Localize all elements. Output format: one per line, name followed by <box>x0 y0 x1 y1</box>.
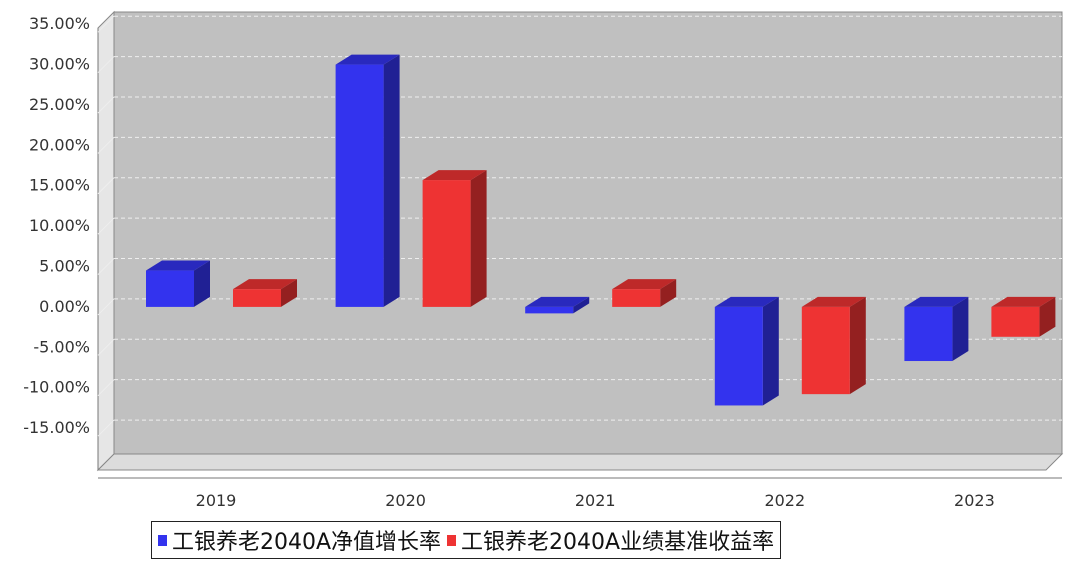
bar-side <box>660 279 677 307</box>
bar-benchmark-2019 <box>233 279 297 307</box>
bar-front <box>335 64 384 307</box>
x-tick-label: 2022 <box>764 491 805 510</box>
bar-front <box>525 306 574 314</box>
bar-side <box>1039 296 1056 337</box>
y-tick-label: -5.00% <box>33 337 90 356</box>
legend-swatch-series-2 <box>447 534 457 546</box>
bar-top <box>422 170 487 181</box>
bar-benchmark-2023 <box>991 296 1056 337</box>
plot-left-wall <box>97 10 115 472</box>
bar-front <box>146 270 194 307</box>
bar-benchmark-2021 <box>612 279 677 307</box>
bar-side <box>470 170 487 307</box>
gridline-side <box>97 419 115 437</box>
y-tick-label: 15.00% <box>29 176 90 195</box>
x-tick-label: 2023 <box>954 491 995 510</box>
gridline-side <box>97 379 115 397</box>
bar-top <box>991 296 1056 307</box>
legend-item-series-2: 工银养老2040A业绩基准收益率 <box>447 524 774 556</box>
bar-side <box>194 260 210 307</box>
gridline-side <box>97 217 115 235</box>
legend-label-series-2: 工银养老2040A业绩基准收益率 <box>461 530 775 555</box>
bar-front <box>233 289 281 307</box>
bar-front <box>801 306 850 395</box>
bar-nav-2019 <box>146 260 210 307</box>
plot-back-wall <box>113 11 1063 455</box>
bar-nav-2021 <box>525 296 590 314</box>
bar-benchmark-2022 <box>801 296 866 395</box>
y-tick-label: 35.00% <box>29 14 90 33</box>
bar-top <box>146 260 210 271</box>
bar-side <box>383 54 400 307</box>
y-tick-label: 30.00% <box>29 55 90 74</box>
bar-nav-2023 <box>904 296 969 362</box>
gridline-side <box>97 56 115 73</box>
bar-front <box>714 306 763 406</box>
y-tick-label: 5.00% <box>39 257 90 276</box>
gridline-side <box>97 298 115 316</box>
bar-chart: 35.00% 30.00% 25.00% 20.00% 15.00% 10.00% 5.00… <box>23 10 1064 510</box>
bar-top <box>335 54 400 65</box>
x-tick-label: 2021 <box>575 491 616 510</box>
gridline-side <box>97 15 115 33</box>
legend-label-series-1: 工银养老2040A净值增长率 <box>172 530 442 555</box>
gridline-side <box>97 338 115 356</box>
legend-item-series-1: 工银养老2040A净值增长率 <box>158 524 441 556</box>
bar-front <box>422 180 471 307</box>
y-tick-label: -10.00% <box>23 378 90 397</box>
x-tick-label: 2020 <box>385 491 426 510</box>
bar-top <box>525 296 590 307</box>
y-tick-label: 10.00% <box>29 216 90 235</box>
x-tick-label: 2019 <box>196 491 237 510</box>
bar-top <box>714 296 779 307</box>
bar-side <box>281 279 297 307</box>
bar-top <box>801 296 866 307</box>
bar-side <box>573 296 590 314</box>
gridline-side <box>97 258 115 275</box>
gridline-side <box>97 137 115 154</box>
bar-front <box>991 306 1040 337</box>
bar-nav-2020 <box>335 54 400 307</box>
bar-side <box>849 296 866 395</box>
plot-floor <box>96 453 1064 471</box>
y-tick-label: 0.00% <box>39 297 90 316</box>
bar-top <box>612 279 677 290</box>
y-tick-label: 25.00% <box>29 95 90 114</box>
chart-legend: 工银养老2040A净值增长率 工银养老2040A业绩基准收益率 <box>151 521 782 559</box>
bar-front <box>612 289 661 307</box>
gridline-side <box>97 177 115 195</box>
legend-swatch-series-1 <box>158 534 167 546</box>
gridline-side <box>97 96 115 114</box>
bar-nav-2022 <box>714 296 779 406</box>
bar-top <box>233 279 297 290</box>
y-tick-label: 20.00% <box>29 135 90 154</box>
bar-top <box>904 296 969 307</box>
y-tick-label: -15.00% <box>23 418 90 437</box>
bar-front <box>904 306 953 362</box>
bar-side <box>762 296 779 406</box>
bar-side <box>952 296 969 362</box>
bar-benchmark-2020 <box>422 170 487 307</box>
